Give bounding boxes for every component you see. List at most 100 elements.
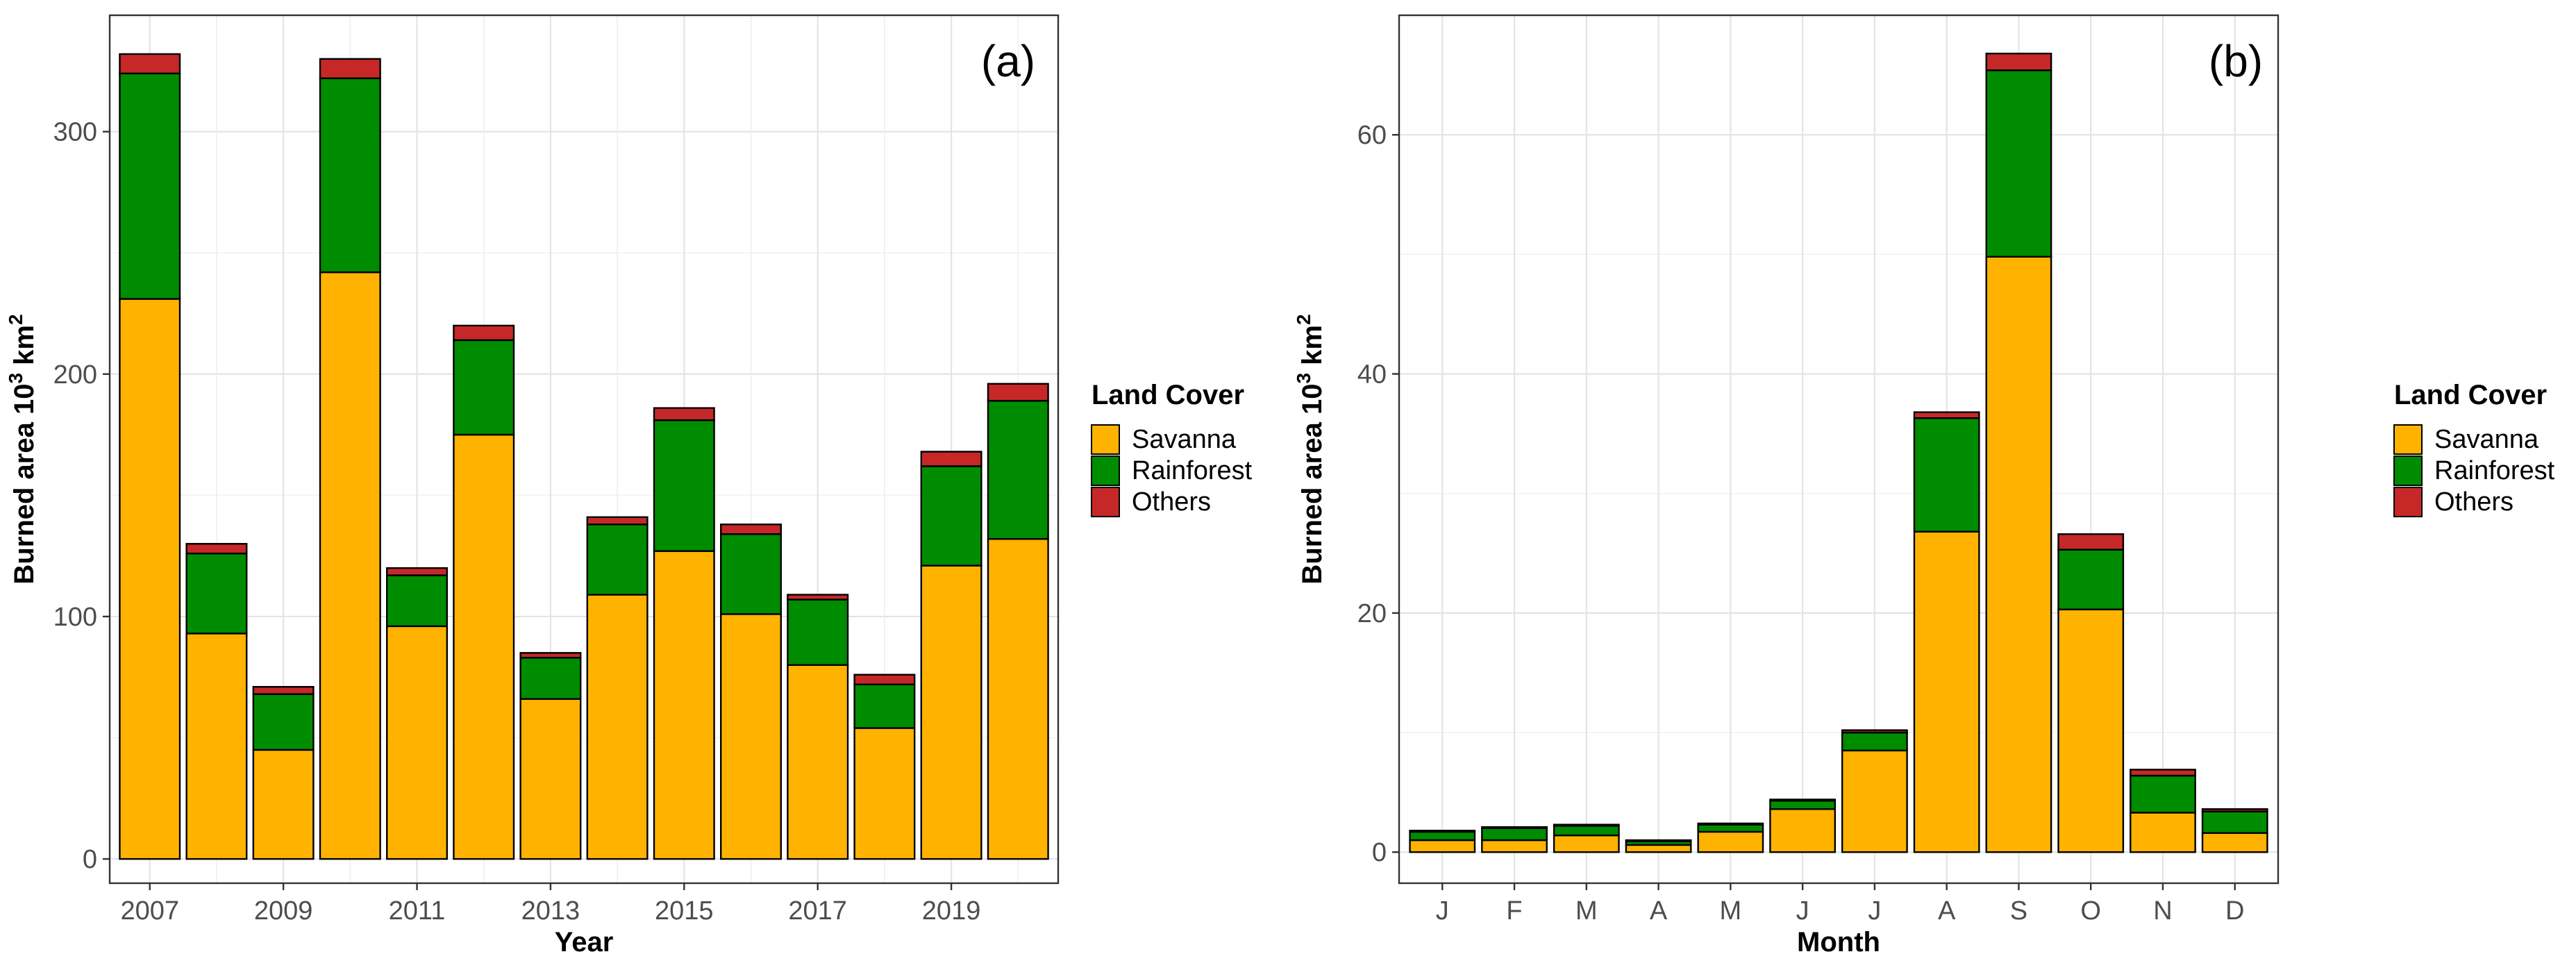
bar-savanna — [1841, 749, 1908, 853]
y-axis-title-unit: km — [1297, 325, 1328, 373]
bar-savanna — [853, 727, 916, 860]
bar-others — [453, 324, 515, 342]
bar-rainforest — [787, 599, 849, 666]
x-tick-label: M — [1575, 896, 1598, 926]
bar-savanna — [1625, 844, 1692, 853]
x-axis-title: Month — [1797, 927, 1880, 958]
bar-others — [653, 407, 715, 421]
bar-others — [319, 58, 381, 79]
bar-others — [720, 524, 782, 535]
chart-panel-b: 0 20 40 60 J F M A M J J A S O N D Month Burned area 103 … — [1288, 0, 2576, 967]
bar-rainforest — [519, 657, 582, 700]
bar-rainforest — [586, 524, 649, 596]
bar-savanna — [185, 633, 248, 860]
x-tick-label: 2019 — [922, 896, 981, 926]
bar-others — [2201, 808, 2268, 812]
bar-others — [252, 685, 315, 695]
plot-area — [110, 15, 1058, 883]
bar-savanna — [2201, 832, 2268, 853]
y-tick-label: 40 — [1357, 360, 1387, 390]
bar-savanna — [1913, 530, 1980, 853]
y-tick-label: 0 — [83, 845, 97, 874]
y-tick-label: 200 — [53, 360, 97, 390]
x-axis-title: Year — [555, 927, 614, 958]
bar-rainforest — [185, 552, 248, 635]
y-tick-label: 60 — [1357, 121, 1387, 150]
bar-rainforest — [319, 77, 381, 274]
legend-key-others — [1091, 487, 1120, 517]
legend-label-savanna: Savanna — [1132, 425, 1237, 454]
chart-b-svg: 0 20 40 60 J F M A M J J A S O N D Month Burned area 103 … — [1293, 14, 2555, 958]
bar-rainforest — [1409, 830, 1476, 842]
legend-title: Land Cover — [1092, 380, 1244, 410]
bar-others — [185, 542, 248, 555]
y-axis-title-text: Burned area 10 — [9, 384, 40, 585]
bar-savanna — [119, 298, 181, 860]
bar-others — [987, 383, 1049, 402]
bar-rainforest — [2130, 774, 2196, 814]
bar-others — [1769, 798, 1837, 802]
bar-rainforest — [252, 693, 315, 751]
bar-savanna — [787, 664, 849, 860]
bar-rainforest — [853, 683, 916, 729]
bar-others — [1553, 823, 1620, 827]
bar-rainforest — [1769, 799, 1837, 810]
bar-savanna — [653, 550, 715, 860]
bar-savanna — [586, 594, 649, 860]
x-tick-label: 2015 — [655, 896, 714, 926]
legend-key-others — [2393, 487, 2423, 517]
bar-others — [1409, 830, 1476, 833]
x-tick-label: 2009 — [254, 896, 313, 926]
x-tick-label: J — [1436, 896, 1449, 926]
y-axis-title-unit: km — [9, 325, 40, 373]
bar-rainforest — [1481, 827, 1548, 842]
legend-label-others: Others — [1132, 487, 1211, 517]
y-axis-title-unit-sup: 2 — [1293, 314, 1314, 325]
x-tick-label: D — [2225, 896, 2244, 926]
chart-a-svg: 0 100 200 300 2007 2009 2011 2013 2015 2017 2019 Ye… — [5, 14, 1253, 958]
bar-rainforest — [1985, 69, 2052, 258]
bar-savanna — [1409, 839, 1476, 853]
bar-rainforest — [720, 533, 782, 615]
bar-others — [1913, 411, 1980, 419]
x-tick-label: J — [1796, 896, 1809, 926]
bar-savanna — [1769, 808, 1837, 853]
bar-savanna — [1697, 830, 1764, 853]
bar-rainforest — [119, 72, 181, 300]
y-tick-label: 100 — [53, 603, 97, 632]
bar-rainforest — [2057, 549, 2125, 610]
y-axis-title-unit-sup: 2 — [5, 314, 26, 325]
bar-rainforest — [1841, 731, 1908, 752]
bar-savanna — [987, 537, 1049, 860]
bar-others — [853, 674, 916, 685]
x-tick-label: 2007 — [120, 896, 179, 926]
bar-savanna — [720, 613, 782, 860]
x-tick-label: F — [1506, 896, 1522, 926]
bar-rainforest — [987, 399, 1049, 540]
bar-others — [1841, 729, 1908, 734]
bar-savanna — [920, 565, 982, 860]
bar-others — [2057, 533, 2125, 551]
bar-rainforest — [920, 465, 982, 567]
bar-others — [2130, 769, 2196, 777]
y-tick-label: 20 — [1357, 599, 1387, 628]
bar-savanna — [1481, 839, 1548, 853]
bar-savanna — [453, 433, 515, 860]
y-axis-title-sup: 3 — [1293, 373, 1314, 384]
legend-key-rainforest — [2393, 455, 2423, 486]
bar-rainforest — [1553, 825, 1620, 837]
legend-label-savanna: Savanna — [2434, 425, 2539, 454]
bar-savanna — [2130, 812, 2196, 853]
bar-others — [586, 516, 649, 526]
bar-others — [1625, 839, 1692, 842]
y-axis-title-sup: 3 — [5, 373, 26, 384]
legend-key-savanna — [2393, 424, 2423, 455]
bar-savanna — [319, 271, 381, 860]
x-tick-label: O — [2080, 896, 2101, 926]
bar-rainforest — [2201, 810, 2268, 834]
bar-others — [386, 567, 448, 576]
bar-others — [1697, 822, 1764, 826]
x-tick-label: 2017 — [788, 896, 847, 926]
x-tick-label: A — [1650, 896, 1668, 926]
bar-savanna — [2057, 608, 2125, 853]
